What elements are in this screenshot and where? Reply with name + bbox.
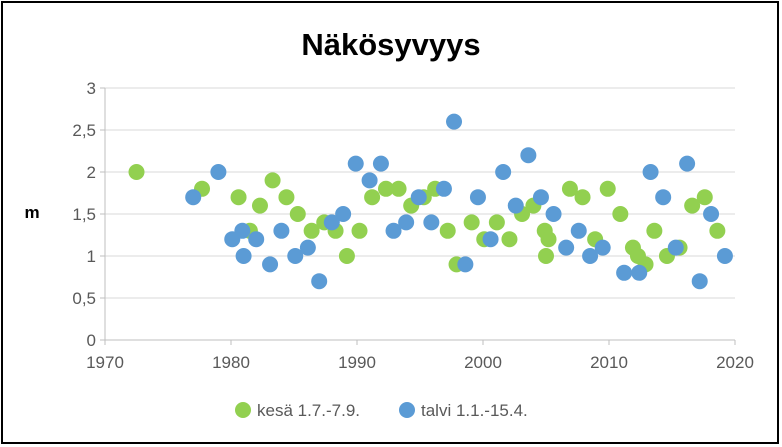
- chart-title: Näkösyvyys: [301, 27, 480, 62]
- kesa-point: [540, 231, 557, 248]
- talvi-point: [335, 206, 352, 222]
- talvi-point: [703, 206, 720, 222]
- kesa-point: [574, 189, 591, 206]
- legend-label: kesä 1.7.-7.9.: [257, 401, 360, 420]
- kesa-point: [612, 206, 629, 222]
- talvi-point: [457, 256, 474, 273]
- kesa-point: [696, 189, 713, 206]
- kesa-point: [351, 222, 368, 239]
- talvi-point: [616, 264, 633, 281]
- talvi-point: [234, 222, 251, 239]
- talvi-point: [594, 239, 611, 256]
- kesa-point: [488, 214, 505, 231]
- talvi-point: [262, 256, 279, 273]
- kesa-point: [377, 180, 394, 197]
- talvi-point: [372, 155, 389, 172]
- y-tick-labels: 0 0,5 1 1,5 2 2,5 3: [72, 79, 96, 350]
- kesa-point: [501, 231, 518, 248]
- talvi-point: [385, 222, 402, 239]
- kesa-point: [264, 172, 281, 189]
- talvi-point: [311, 273, 328, 290]
- x-tick-label: 1990: [338, 353, 376, 372]
- talvi-point: [323, 214, 340, 231]
- y-tick-label: 1,5: [72, 205, 96, 224]
- talvi-point: [691, 273, 708, 290]
- axes: [100, 87, 736, 345]
- kesa-point: [251, 197, 268, 214]
- talvi-point: [482, 231, 499, 248]
- x-tick-label: 1970: [86, 353, 124, 372]
- talvi-point: [423, 214, 440, 231]
- kesa-point: [463, 214, 480, 231]
- kesa-point: [289, 206, 306, 222]
- kesa-point: [364, 189, 381, 206]
- talvi-point: [235, 248, 252, 264]
- talvi-point: [361, 172, 378, 189]
- talvi-point: [398, 214, 415, 231]
- x-tick-label: 2010: [590, 353, 628, 372]
- talvi-point: [716, 248, 733, 264]
- talvi-point: [185, 189, 202, 206]
- talvi-point: [299, 239, 316, 256]
- kesa-point: [278, 189, 295, 206]
- kesa-point: [684, 197, 701, 214]
- x-tick-label: 2000: [464, 353, 502, 372]
- y-tick-label: 0: [87, 331, 96, 350]
- kesa-point: [128, 164, 145, 180]
- kesa-point: [338, 248, 355, 264]
- kesa-point: [538, 248, 554, 264]
- legend: kesä 1.7.-7.9. talvi 1.1.-15.4.: [235, 401, 528, 420]
- talvi-point: [679, 155, 696, 172]
- talvi-point: [570, 222, 587, 239]
- talvi-point: [532, 189, 549, 206]
- kesa-point: [303, 222, 320, 239]
- legend-marker: [399, 402, 415, 418]
- y-tick-label: 2: [87, 163, 96, 182]
- y-axis-label: m: [24, 203, 39, 222]
- talvi-point: [507, 197, 524, 214]
- talvi-point: [545, 206, 562, 222]
- talvi-point: [435, 180, 452, 197]
- y-tick-label: 3: [87, 79, 96, 98]
- talvi-point: [446, 113, 463, 130]
- talvi-point: [410, 189, 427, 206]
- talvi-point: [582, 248, 599, 264]
- talvi-point: [642, 164, 659, 180]
- talvi-point: [655, 189, 672, 206]
- talvi-point: [347, 155, 364, 172]
- kesa-point: [439, 222, 456, 239]
- talvi-point: [469, 189, 486, 206]
- talvi-point: [273, 222, 290, 239]
- talvi-point: [210, 164, 227, 180]
- legend-label: talvi 1.1.-15.4.: [421, 401, 528, 420]
- kesa-point: [646, 222, 663, 239]
- talvi-point: [631, 264, 648, 281]
- kesa-point: [390, 180, 407, 197]
- y-tick-label: 0,5: [72, 289, 96, 308]
- talvi-point: [495, 164, 512, 180]
- y-tick-label: 1: [87, 247, 96, 266]
- talvi-point: [558, 239, 575, 256]
- kesa-point: [561, 180, 578, 197]
- x-tick-label: 2020: [716, 353, 754, 372]
- kesa-point: [599, 180, 616, 197]
- talvi-point: [287, 248, 304, 264]
- talvi-point: [520, 147, 537, 164]
- kesa-point: [709, 222, 726, 239]
- talvi-point: [667, 239, 684, 256]
- data-points: [128, 113, 733, 290]
- kesa-point: [230, 189, 247, 206]
- x-tick-label: 1980: [212, 353, 250, 372]
- legend-marker: [235, 402, 251, 418]
- talvi-point: [248, 231, 265, 248]
- x-tick-labels: 1970 1980 1990 2000 2010 2020: [86, 353, 754, 372]
- y-tick-label: 2,5: [72, 121, 96, 140]
